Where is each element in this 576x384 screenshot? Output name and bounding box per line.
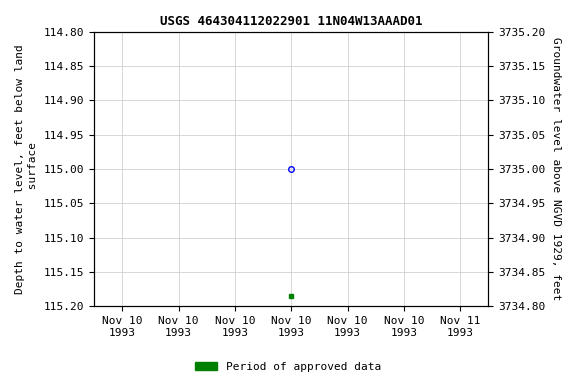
Y-axis label: Depth to water level, feet below land
 surface: Depth to water level, feet below land su… (15, 44, 38, 294)
Legend: Period of approved data: Period of approved data (191, 358, 385, 377)
Title: USGS 464304112022901 11N04W13AAAD01: USGS 464304112022901 11N04W13AAAD01 (160, 15, 422, 28)
Y-axis label: Groundwater level above NGVD 1929, feet: Groundwater level above NGVD 1929, feet (551, 37, 561, 301)
